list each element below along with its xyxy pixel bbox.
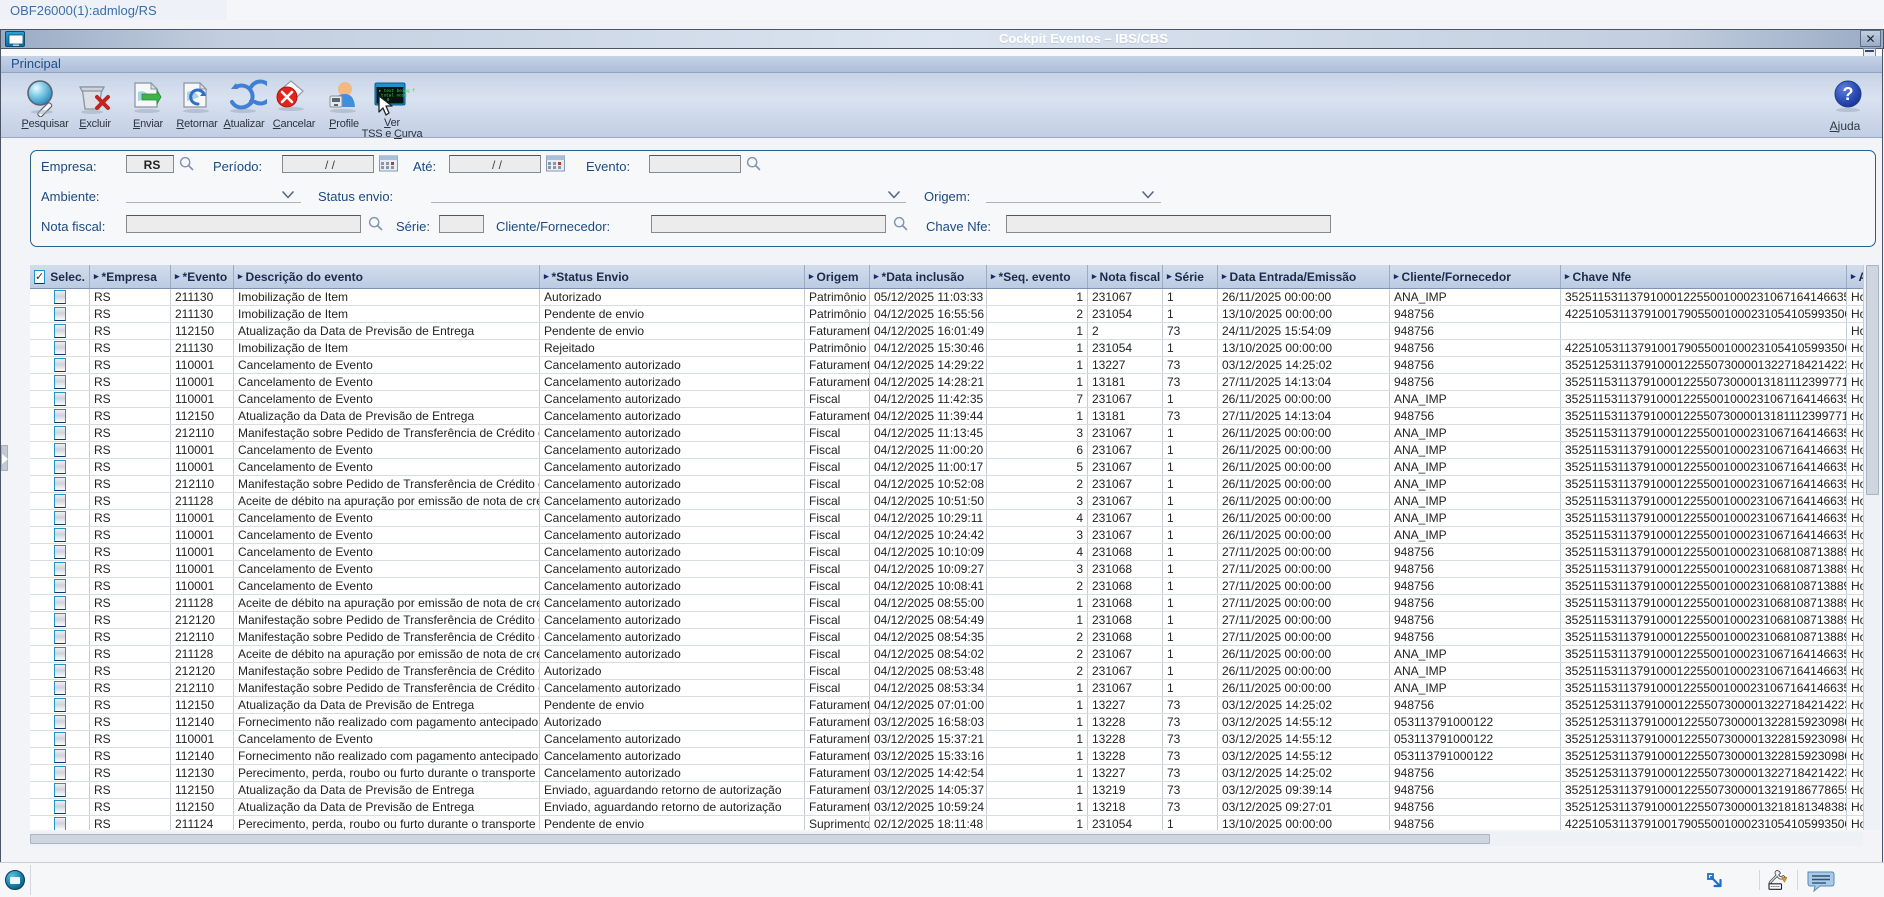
svg-text:?: ? <box>1842 84 1853 104</box>
svg-text:✕: ✕ <box>1865 32 1875 46</box>
